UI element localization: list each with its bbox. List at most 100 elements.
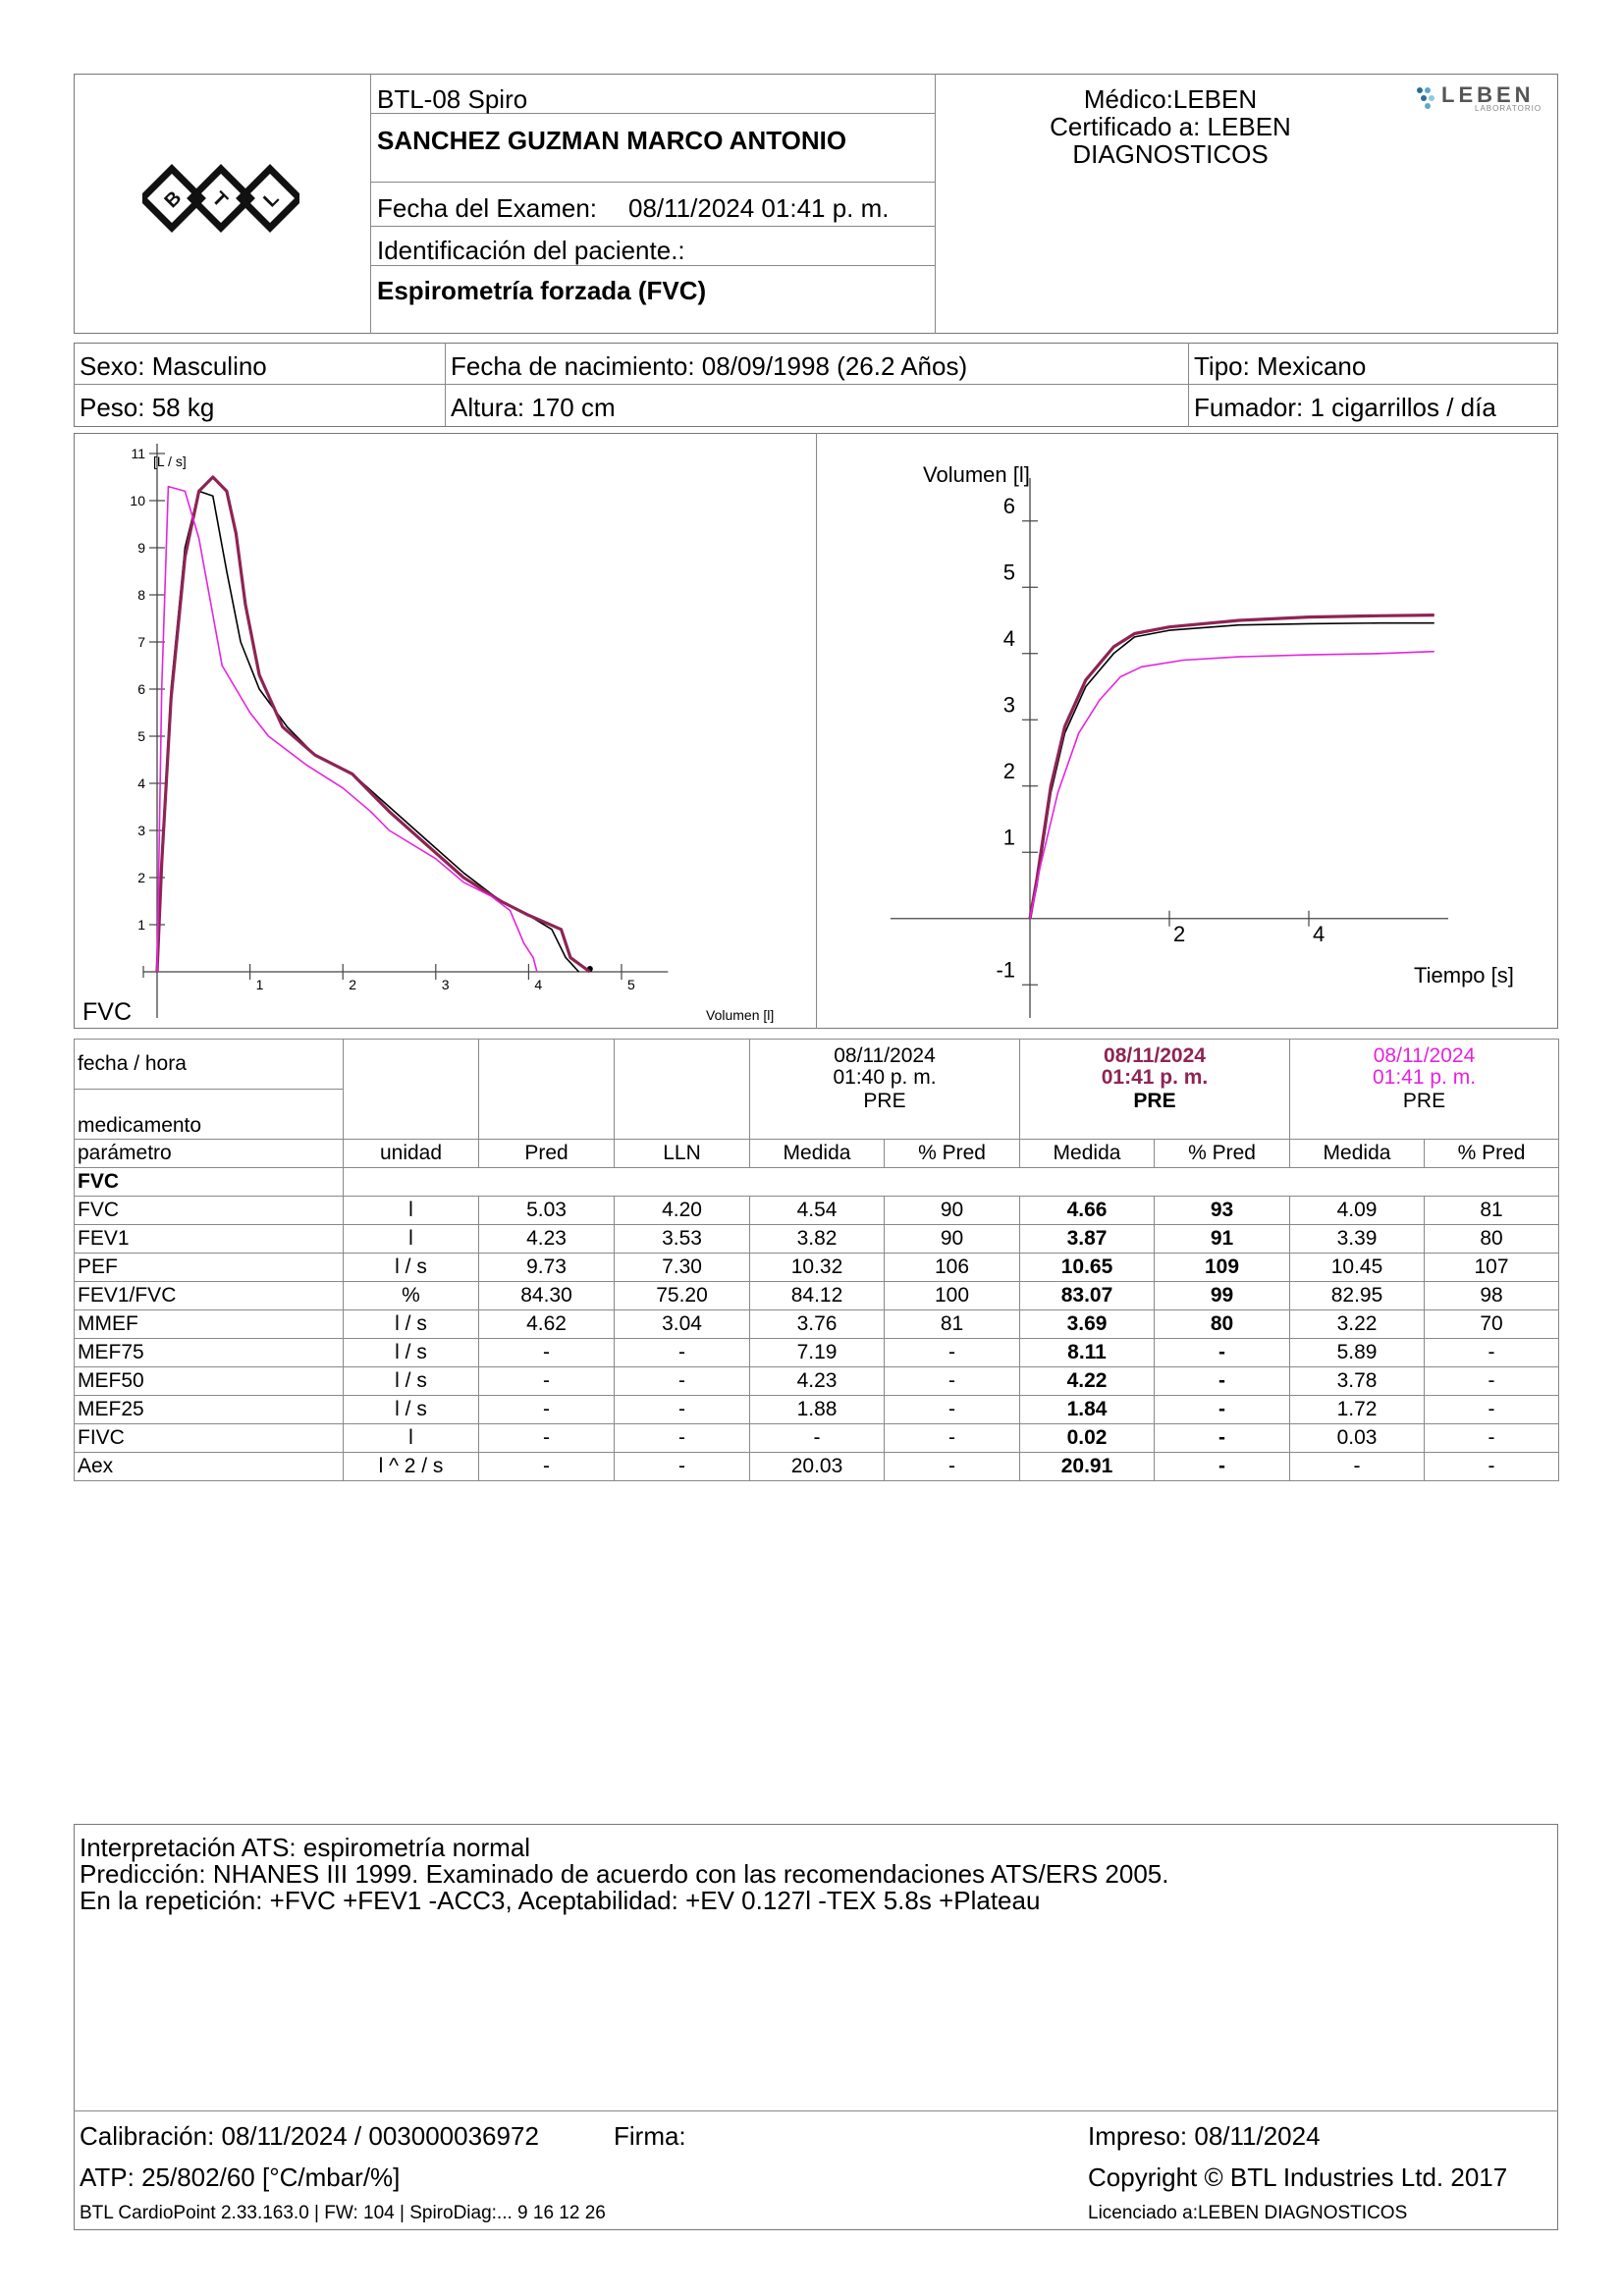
- y-tick-label: 9: [137, 540, 145, 556]
- table-cell: 7.19: [749, 1338, 885, 1367]
- y-tick-label: 1: [137, 917, 145, 933]
- charts-divider: [816, 433, 817, 1029]
- time-chart-xlabel: Tiempo [s]: [1414, 963, 1514, 988]
- session-3-header: 08/11/2024 01:41 p. m. PRE: [1289, 1039, 1559, 1140]
- table-cell: -: [614, 1452, 750, 1481]
- patient-id-label: Identificación del paciente.:: [377, 236, 685, 265]
- exam-date-label: Fecha del Examen:: [377, 193, 598, 223]
- col-header: Medida: [749, 1139, 885, 1168]
- interpretation-divider: [74, 2110, 1558, 2111]
- table-cell: -: [1154, 1395, 1290, 1424]
- table-cell: l / s: [343, 1366, 479, 1396]
- session-3-med: PRE: [1402, 1090, 1446, 1112]
- flow-chart-xlabel: Volumen [l]: [706, 1007, 774, 1023]
- table-cell: -: [1154, 1366, 1290, 1396]
- session-2-header: 08/11/2024 01:41 p. m. PRE: [1019, 1039, 1290, 1140]
- section-label: FVC: [74, 1167, 344, 1197]
- y-tick-label: -1: [996, 957, 1015, 982]
- table-cell: 1.88: [749, 1395, 885, 1424]
- table-cell: 84.12: [749, 1281, 885, 1310]
- table-row: FEV1/FVC% 84.30 75.20 84.12 100 83.07 99 82.95 9…: [74, 1281, 1559, 1310]
- table-cell: 4.22: [1019, 1366, 1155, 1396]
- table-cell: l: [343, 1196, 479, 1225]
- firma-label: Firma:: [614, 2121, 686, 2151]
- series-line-3: [1029, 650, 1434, 919]
- session-3-date: 08/11/2024: [1373, 1044, 1476, 1067]
- table-cell: 20.03: [749, 1452, 885, 1481]
- header-row-line-3: [370, 226, 935, 227]
- table-cell: -: [1424, 1395, 1559, 1424]
- table-cell: 9.73: [478, 1253, 615, 1282]
- y-tick-label: 2: [1003, 759, 1015, 783]
- x-tick-label: 2: [349, 977, 356, 992]
- device-name: BTL-08 Spiro: [377, 84, 528, 114]
- series-line-1: [1029, 621, 1434, 919]
- interpretation-line-1: Interpretación ATS: espirometría normal: [80, 1833, 531, 1862]
- table-cell: -: [614, 1423, 750, 1453]
- parameter-name: MMEF: [74, 1309, 344, 1339]
- table-cell: 107: [1424, 1253, 1559, 1282]
- blank-cell: [614, 1039, 750, 1140]
- col-header: % Pred: [1154, 1139, 1290, 1168]
- table-row: FIVC l - - - -0.02-0.03-: [74, 1423, 1559, 1453]
- results-table: fecha / hora 08/11/2024 01:40 p. m. PRE …: [74, 1039, 1559, 1481]
- y-tick-label: 3: [1003, 692, 1015, 717]
- table-cell: 5.03: [478, 1196, 615, 1225]
- table-cell: 82.95: [1289, 1281, 1425, 1310]
- table-cell: -: [478, 1423, 615, 1453]
- calibracion: Calibración: 08/11/2024 / 003000036972: [80, 2121, 539, 2151]
- col-header: unidad: [343, 1139, 479, 1168]
- y-tick-label: 2: [137, 870, 145, 885]
- table-cell: 93: [1154, 1196, 1290, 1225]
- impreso: Impreso: 08/11/2024: [1088, 2121, 1321, 2151]
- table-cell: -: [478, 1366, 615, 1396]
- table-cell: 70: [1424, 1309, 1559, 1339]
- table-cell: 3.76: [749, 1309, 885, 1339]
- interpretation-box: [74, 1824, 1558, 2230]
- header-row-line-1: [370, 113, 935, 114]
- table-cell: -: [884, 1452, 1020, 1481]
- session-3-time: 01:41 p. m.: [1372, 1066, 1477, 1089]
- header-box: [74, 74, 1558, 334]
- table-cell: -: [1154, 1423, 1290, 1453]
- time-chart-ylabel: Volumen [l]: [923, 462, 1030, 487]
- blank-cell: [478, 1039, 615, 1140]
- table-cell: 4.23: [478, 1224, 615, 1254]
- table-cell: -: [749, 1423, 885, 1453]
- table-cell: l / s: [343, 1395, 479, 1424]
- table-cell: -: [1424, 1452, 1559, 1481]
- header-row-line-2: [370, 182, 935, 183]
- table-cell: l ^ 2 / s: [343, 1452, 479, 1481]
- volume-time-chart: 2 4 -1 1 2 3 4 5 6 Volumen [l] Tiempo [s]: [891, 462, 1514, 1018]
- fecha-label: fecha / hora: [74, 1039, 344, 1090]
- interpretation-line-3: En la repetición: +FVC +FEV1 -ACC3, Acep…: [80, 1886, 1041, 1915]
- table-cell: 1.72: [1289, 1395, 1425, 1424]
- session-1-header: 08/11/2024 01:40 p. m. PRE: [749, 1039, 1020, 1140]
- y-tick-label: 11: [131, 446, 145, 461]
- table-cell: 3.82: [749, 1224, 885, 1254]
- doctor-line: Médico:LEBEN: [1083, 84, 1258, 114]
- flow-volume-chart: 1 2 3 4 5 1 2 3 4 5 6 7 8 9 10 11 [L / s] Volumen [l] F…: [82, 444, 774, 1026]
- table-cell: 3.53: [614, 1224, 750, 1254]
- y-tick-label: 5: [1003, 560, 1015, 584]
- table-row: FVC l 5.03 4.20 4.54 90 4.66 93 4.09 81: [74, 1196, 1559, 1225]
- patient-peso: Peso: 58 kg: [80, 393, 215, 422]
- table-cell: 4.62: [478, 1309, 615, 1339]
- svg-text:L: L: [259, 187, 283, 211]
- session-1-date: 08/11/2024: [834, 1044, 936, 1067]
- patient-sexo: Sexo: Masculino: [80, 351, 267, 381]
- table-cell: 1.84: [1019, 1395, 1155, 1424]
- test-name: Espirometría forzada (FVC): [377, 276, 707, 305]
- column-header-row: parámetro unidad Pred LLN Medida % Pred …: [74, 1139, 1559, 1168]
- patient-info-divider-2: [1188, 343, 1189, 427]
- y-tick-label: 4: [137, 775, 145, 791]
- x-tick-label: 5: [627, 977, 635, 992]
- table-cell: -: [884, 1395, 1020, 1424]
- col-header: % Pred: [1424, 1139, 1559, 1168]
- copyright: Copyright © BTL Industries Ltd. 2017: [1088, 2163, 1508, 2192]
- licencia: Licenciado a:LEBEN DIAGNOSTICOS: [1088, 2203, 1408, 2223]
- session-2-time: 01:41 p. m.: [1101, 1066, 1209, 1089]
- table-cell: 106: [884, 1253, 1020, 1282]
- patient-info-divider-1: [445, 343, 446, 427]
- table-cell: 3.22: [1289, 1309, 1425, 1339]
